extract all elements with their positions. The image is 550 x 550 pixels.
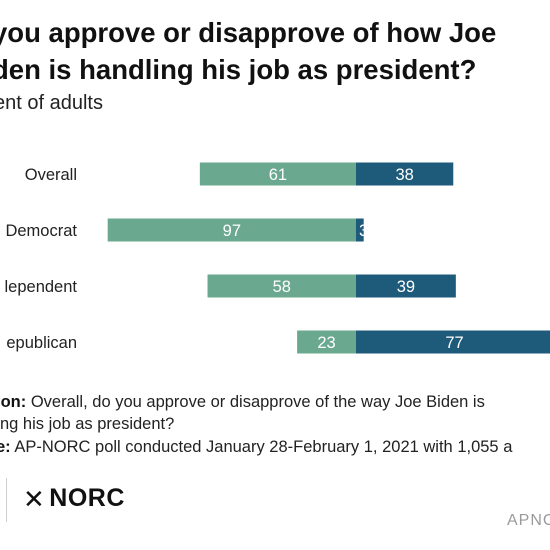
approve-value-label: 61 bbox=[269, 166, 287, 184]
disapprove-value-label: 3 bbox=[359, 222, 368, 240]
norc-logo-icon: ✕ bbox=[23, 483, 46, 514]
norc-logo-text: NORC bbox=[49, 484, 125, 512]
chart-subtitle: ent of adults bbox=[0, 92, 103, 114]
ap-norc-badge: APNC bbox=[507, 512, 550, 529]
approve-bar bbox=[297, 330, 356, 354]
disapprove-bar bbox=[356, 274, 456, 298]
disapprove-value-label: 77 bbox=[445, 334, 463, 352]
approve-value-label: 58 bbox=[273, 278, 291, 296]
approve-value-label: 97 bbox=[223, 222, 241, 240]
disapprove-value-label: 38 bbox=[395, 166, 413, 184]
source-note: e: AP-NORC poll conducted January 28-Feb… bbox=[0, 437, 512, 457]
disapprove-bar bbox=[356, 162, 454, 186]
chart-title: you approve or disapprove of how Joe den… bbox=[0, 17, 497, 85]
approve-value-label: 23 bbox=[317, 334, 335, 352]
logo-divider bbox=[6, 478, 7, 522]
question-note-continued: ng his job as president? bbox=[0, 414, 174, 434]
question-note: ion: Overall, do you approve or disappro… bbox=[0, 392, 485, 412]
source-text: AP-NORC poll conducted January 28-Februa… bbox=[10, 438, 513, 456]
approve-bar bbox=[199, 162, 356, 186]
norc-logo: ✕ NORC bbox=[23, 484, 125, 513]
category-label: lependent bbox=[5, 278, 78, 296]
source-label: e: bbox=[0, 438, 11, 456]
question-label: ion: bbox=[0, 393, 27, 411]
approve-bar bbox=[207, 274, 356, 298]
disapprove-value-label: 39 bbox=[397, 278, 415, 296]
category-label: epublican bbox=[6, 334, 77, 352]
disapprove-bar bbox=[356, 330, 550, 354]
question-text-continued: ng his job as president? bbox=[0, 415, 175, 433]
category-label: Overall bbox=[25, 166, 77, 184]
disapprove-bar bbox=[356, 218, 364, 242]
approve-bar bbox=[107, 218, 357, 242]
question-text: Overall, do you approve or disapprove of… bbox=[26, 393, 485, 411]
category-label: Democrat bbox=[5, 222, 77, 240]
